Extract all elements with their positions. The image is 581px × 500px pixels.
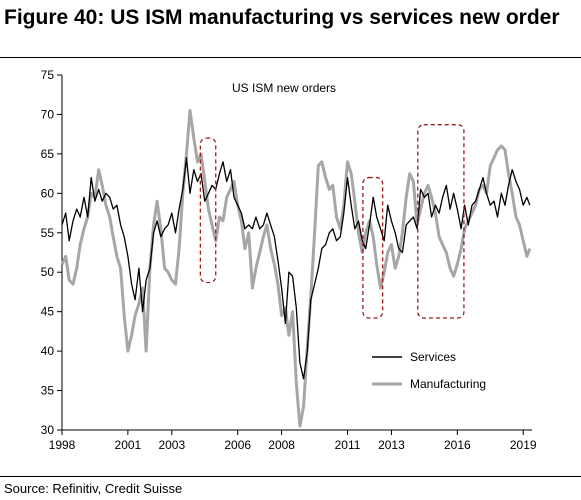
series-layer <box>60 109 532 428</box>
y-tick-label: 50 <box>41 265 55 279</box>
line-chart: 30 35 40 45 50 55 60 65 70 75 1998 2001 2003 2006 200… <box>41 68 537 452</box>
highlight-boxes <box>199 124 465 319</box>
series-line-services <box>61 157 531 380</box>
y-tick-label: 60 <box>41 186 55 200</box>
title-rule <box>0 57 581 58</box>
x-tick-label: 2006 <box>224 438 251 452</box>
x-tick-label: 2016 <box>444 438 471 452</box>
x-tick-label: 2013 <box>378 438 405 452</box>
y-tick-label: 65 <box>41 147 55 161</box>
legend: Services Manufacturing <box>372 350 486 391</box>
y-axis-ticks: 30 35 40 45 50 55 60 65 70 75 <box>41 68 62 437</box>
x-tick-label: 1998 <box>49 438 76 452</box>
y-tick-label: 35 <box>41 384 55 398</box>
y-tick-label: 40 <box>41 344 55 358</box>
highlight-box <box>362 176 384 319</box>
x-tick-label: 2003 <box>158 438 185 452</box>
figure-title: Figure 40: US ISM manufacturing vs servi… <box>4 6 560 29</box>
series-line-manufacturing <box>60 109 532 428</box>
y-tick-label: 55 <box>41 226 55 240</box>
x-tick-label: 2008 <box>268 438 295 452</box>
x-tick-label: 2011 <box>335 438 361 452</box>
figure-source: Source: Refinitiv, Credit Suisse <box>4 481 183 496</box>
x-axis-ticks: 1998 2001 2003 2006 2008 2011 2013 2016 2019 <box>49 430 537 452</box>
legend-label-services: Services <box>410 350 456 364</box>
x-tick-label: 2001 <box>115 438 142 452</box>
y-tick-label: 45 <box>41 305 55 319</box>
x-tick-label: 2019 <box>510 438 537 452</box>
y-tick-label: 70 <box>41 107 55 121</box>
chart-title: US ISM new orders <box>232 81 336 95</box>
source-rule <box>0 476 581 477</box>
legend-label-manufacturing: Manufacturing <box>410 377 486 391</box>
y-tick-label: 30 <box>41 423 55 437</box>
y-tick-label: 75 <box>41 68 55 82</box>
highlight-box <box>199 137 217 284</box>
highlight-box <box>417 124 465 319</box>
